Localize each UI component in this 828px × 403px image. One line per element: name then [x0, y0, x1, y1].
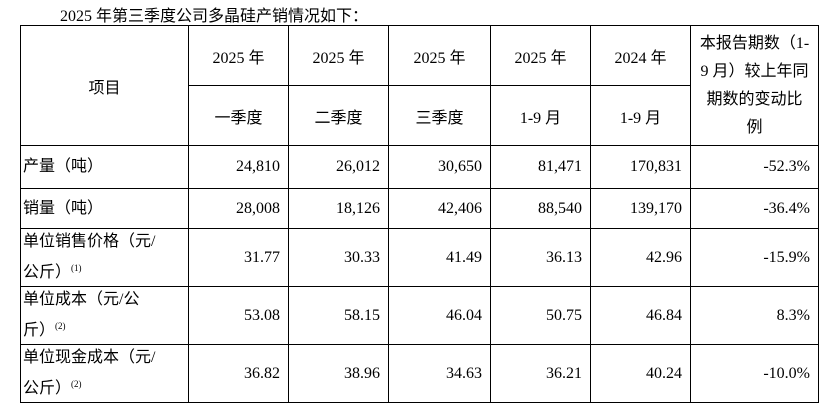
value-cell: 38.96: [288, 344, 389, 403]
value-cell: 42,406: [388, 188, 491, 229]
row-label: 单位现金成本（元/公斤）: [23, 349, 156, 397]
value-cell: 58.15: [288, 286, 389, 345]
value-cell: 34.63: [388, 344, 491, 403]
caption: 2025 年第三季度公司多晶硅产销情况如下：: [60, 8, 369, 25]
row-label-cell: 单位成本（元/公斤）(2): [20, 286, 189, 345]
header-cell: 2025 年: [288, 25, 389, 86]
table-row: 产量（吨） 24,810 26,012 30,650 81,471 170,831 -52.…: [20, 145, 819, 189]
header-cell: 1-9 月: [490, 85, 591, 146]
header-cell: 本报告期数（1-9 月）较上年同期数的变动比例: [690, 25, 819, 146]
header-cell: 二季度: [288, 85, 389, 146]
header-cell: 2025 年: [490, 25, 591, 86]
value-cell: 81,471: [490, 145, 591, 189]
row-label: 单位销售价格（元/公斤）: [23, 233, 156, 281]
row-label-cell: 单位销售价格（元/公斤）(1): [20, 228, 189, 287]
header-cell: 项目: [20, 25, 189, 146]
header-row: 项目 2025 年 2025 年 2025 年 2025 年 2024 年本报告期数（1…: [20, 25, 819, 146]
header-cell: 2025 年: [388, 25, 491, 86]
footnote-ref: (2): [71, 379, 82, 389]
value-cell: 88,540: [490, 188, 591, 229]
footnote-ref: (2): [55, 321, 66, 331]
value-cell: 18,126: [288, 188, 389, 229]
table: 项目 2025 年 2025 年 2025 年 2025 年 2024 年本报告期数（1…: [20, 25, 819, 403]
header-cell: 一季度: [188, 85, 289, 146]
value-cell: 41.49: [388, 228, 491, 287]
header-cell: 2024 年: [590, 25, 691, 86]
value-cell: -52.3%: [690, 145, 819, 189]
value-cell: 36.21: [490, 344, 591, 403]
footnote-ref: (1): [71, 263, 82, 273]
value-cell: -10.0%: [690, 344, 819, 403]
value-cell: 46.84: [590, 286, 691, 345]
value-cell: 40.24: [590, 344, 691, 403]
table-row: 销量（吨） 28,008 18,126 42,406 88,540 139,170 -36.…: [20, 188, 819, 229]
value-cell: 30,650: [388, 145, 491, 189]
table-row: 单位成本（元/公斤）(2) 53.08 58.15 46.04 50.75 46.84 8.…: [20, 286, 819, 345]
value-cell: -15.9%: [690, 228, 819, 287]
header-cell: 三季度: [388, 85, 491, 146]
row-label: 销量（吨）: [23, 199, 104, 217]
row-label-cell: 产量（吨）: [20, 145, 189, 189]
table-row: 单位现金成本（元/公斤）(2) 36.82 38.96 34.63 36.21 40.24…: [20, 344, 819, 403]
value-cell: 8.3%: [690, 286, 819, 345]
value-cell: 28,008: [188, 188, 289, 229]
value-cell: 30.33: [288, 228, 389, 287]
row-label: 产量（吨）: [23, 158, 104, 175]
row-label-cell: 单位现金成本（元/公斤）(2): [20, 344, 189, 403]
value-cell: 170,831: [590, 145, 691, 189]
header-row: 一季度 二季度 三季度 1-9 月 1-9 月: [21, 85, 819, 146]
value-cell: 139,170: [590, 188, 691, 229]
header-cell: 2025 年: [188, 25, 289, 86]
value-cell: 24,810: [188, 145, 289, 189]
value-cell: 46.04: [388, 286, 491, 345]
table-row: 单位销售价格（元/公斤）(1) 31.77 30.33 41.49 36.13 42.96…: [20, 228, 819, 287]
value-cell: 50.75: [490, 286, 591, 345]
header-cell: 1-9 月: [590, 85, 691, 146]
value-cell: 31.77: [188, 228, 289, 287]
value-cell: -36.4%: [690, 188, 819, 229]
value-cell: 42.96: [590, 228, 691, 287]
value-cell: 36.82: [188, 344, 289, 403]
row-label: 单位成本（元/公斤）: [23, 291, 140, 339]
value-cell: 26,012: [288, 145, 389, 189]
value-cell: 53.08: [188, 286, 289, 345]
row-label-cell: 销量（吨）: [20, 188, 189, 229]
value-cell: 36.13: [490, 228, 591, 287]
table-body: 项目 2025 年 2025 年 2025 年 2025 年 2024 年本报告期数（1…: [20, 25, 819, 403]
